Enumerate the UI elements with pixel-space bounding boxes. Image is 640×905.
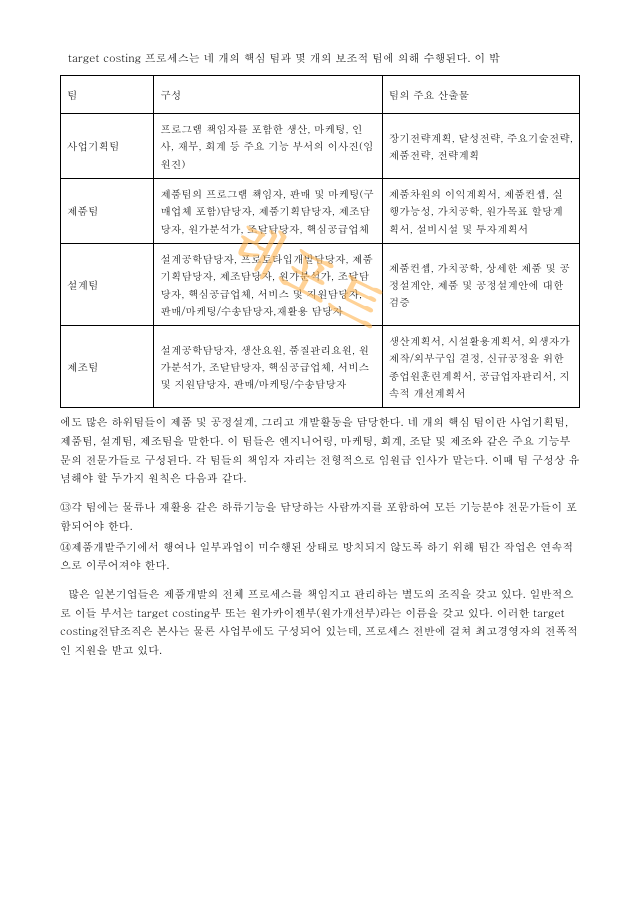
body-paragraph-2: 많은 일본기업들은 제품개발의 전체 프로세스를 책임지고 관리하는 별도의 조…: [60, 586, 580, 661]
bullet-item-14: ⑭제품개발주기에서 행여나 일부과업이 미수행된 상태로 방치되지 않도록 하기…: [60, 539, 580, 576]
cell-composition: 설계공학담당자, 생산요원, 품질관리요원, 원가분석가, 조달담당자, 핵심공…: [154, 326, 382, 408]
cell-output: 생산계획서, 시설활용계획서, 외생자가제작/외부구입 결정, 신규공정을 위한…: [382, 326, 579, 408]
cell-composition: 제품팀의 프로그램 책임자, 판매 및 마케팅(구매업체 포함)담당자, 제품기…: [154, 178, 382, 243]
table-row: 사업기획팀 프로그램 책임자를 포함한 생산, 마케팅, 인사, 재무, 회계 …: [61, 114, 580, 179]
cell-team: 제품팀: [61, 178, 154, 243]
col-header-output: 팀의 주요 산출물: [382, 75, 579, 113]
bullet-item-13: ⑬각 팀에는 물류나 재활용 같은 하류기능을 담당하는 사람까지를 포함하여 …: [60, 499, 580, 536]
cell-composition: 프로그램 책임자를 포함한 생산, 마케팅, 인사, 재무, 회계 등 주요 기…: [154, 114, 382, 179]
table-header-row: 팀 구성 팀의 주요 산출물: [61, 75, 580, 113]
bullet-list: ⑬각 팀에는 물류나 재활용 같은 하류기능을 담당하는 사람까지를 포함하여 …: [60, 499, 580, 576]
intro-paragraph: target costing 프로세스는 네 개의 핵심 팀과 몇 개의 보조적…: [60, 50, 580, 69]
col-header-team: 팀: [61, 75, 154, 113]
cell-output: 제품차원의 이익계획서, 제품컨셉, 실행가능성, 가치공학, 원가목표 할당계…: [382, 178, 579, 243]
table-row: 제품팀 제품팀의 프로그램 책임자, 판매 및 마케팅(구매업체 포함)담당자,…: [61, 178, 580, 243]
col-header-composition: 구성: [154, 75, 382, 113]
cell-composition: 설계공학담당자, 프로토타입개발담당자, 제품기획담당자, 제조담당자, 원가분…: [154, 243, 382, 325]
table-row: 제조팀 설계공학담당자, 생산요원, 품질관리요원, 원가분석가, 조달담당자,…: [61, 326, 580, 408]
cell-output: 장기전략계획, 달성전략, 주요기술전략, 제품전략, 전략계획: [382, 114, 579, 179]
cell-team: 사업기획팀: [61, 114, 154, 179]
cell-team: 설계팀: [61, 243, 154, 325]
table-row: 설계팀 설계공학담당자, 프로토타입개발담당자, 제품기획담당자, 제조담당자,…: [61, 243, 580, 325]
body-paragraph-1: 에도 많은 하위팀들이 제품 및 공정설계, 그리고 개발활동을 담당한다. 네…: [60, 414, 580, 489]
cell-output: 제품컨셉, 가치공학, 상세한 제품 및 공정설계안, 제품 및 공정설계안에 …: [382, 243, 579, 325]
cell-team: 제조팀: [61, 326, 154, 408]
teams-table: 팀 구성 팀의 주요 산출물 사업기획팀 프로그램 책임자를 포함한 생산, 마…: [60, 75, 580, 409]
